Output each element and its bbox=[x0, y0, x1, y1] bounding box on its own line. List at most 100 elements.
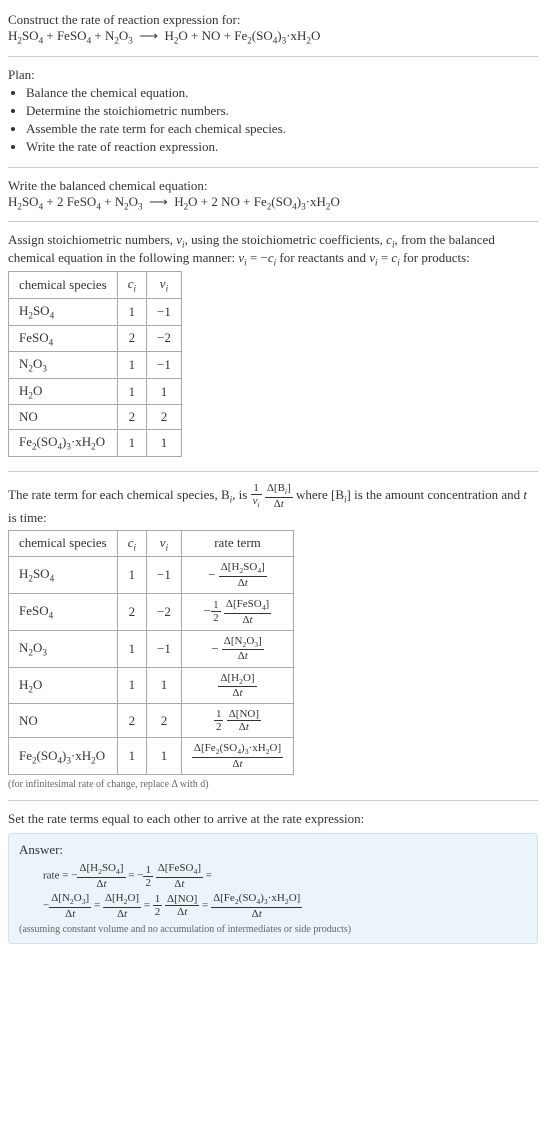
divider bbox=[8, 471, 538, 472]
cell-species: H2SO4 bbox=[9, 298, 118, 325]
cell-ci: 1 bbox=[117, 430, 146, 457]
plan-list: Balance the chemical equation. Determine… bbox=[8, 85, 538, 155]
cell-species: H2O bbox=[9, 667, 118, 704]
final-section: Set the rate terms equal to each other t… bbox=[8, 807, 538, 948]
cell-species: NO bbox=[9, 405, 118, 430]
dBi-dt-frac: Δ[Bi]Δt bbox=[265, 482, 293, 510]
cell-species: FeSO4 bbox=[9, 325, 118, 352]
cell-nui: 1 bbox=[147, 378, 182, 405]
cell-ci: 2 bbox=[117, 325, 146, 352]
cell-nui: −1 bbox=[147, 630, 182, 667]
cell-species: N2O3 bbox=[9, 630, 118, 667]
cell-ci: 1 bbox=[117, 630, 146, 667]
table-row: FeSO42−2 bbox=[9, 325, 182, 352]
plan-item: Assemble the rate term for each chemical… bbox=[26, 121, 538, 137]
cell-rateterm: Δ[H2O]Δt bbox=[181, 667, 293, 704]
plan-section: Plan: Balance the chemical equation. Det… bbox=[8, 63, 538, 161]
col-nui: νi bbox=[147, 530, 182, 557]
cell-nui: 1 bbox=[147, 667, 182, 704]
cell-rateterm: 12 Δ[NO]Δt bbox=[181, 704, 293, 738]
cell-ci: 2 bbox=[117, 704, 146, 738]
cell-nui: −1 bbox=[147, 298, 182, 325]
col-species: chemical species bbox=[9, 530, 118, 557]
header-section: Construct the rate of reaction expressio… bbox=[8, 8, 538, 50]
cell-ci: 1 bbox=[117, 667, 146, 704]
one-over-nu-frac: 1νi bbox=[251, 482, 262, 510]
rate-line-1: rate = −Δ[H2SO4]Δt = −12 Δ[FeSO4]Δt = bbox=[19, 862, 527, 890]
col-rateterm: rate term bbox=[181, 530, 293, 557]
cell-nui: 2 bbox=[147, 405, 182, 430]
divider bbox=[8, 56, 538, 57]
col-species: chemical species bbox=[9, 272, 118, 299]
cell-species: N2O3 bbox=[9, 352, 118, 379]
stoich-intro: Assign stoichiometric numbers, νi, using… bbox=[8, 232, 538, 267]
plan-item: Determine the stoichiometric numbers. bbox=[26, 103, 538, 119]
table-row: Fe2(SO4)3·xH2O11 Δ[Fe2(SO4)3·xH2O]Δt bbox=[9, 738, 294, 775]
balanced-section: Write the balanced chemical equation: H2… bbox=[8, 174, 538, 216]
cell-ci: 1 bbox=[117, 352, 146, 379]
cell-ci: 1 bbox=[117, 738, 146, 775]
rateterm-section: The rate term for each chemical species,… bbox=[8, 478, 538, 794]
cell-rateterm: −12 Δ[FeSO4]Δt bbox=[181, 594, 293, 631]
table-row: N2O31−1 bbox=[9, 352, 182, 379]
cell-nui: −2 bbox=[147, 325, 182, 352]
table-row: FeSO42−2−12 Δ[FeSO4]Δt bbox=[9, 594, 294, 631]
stoich-tbody: H2SO41−1FeSO42−2N2O31−1H2O11NO22Fe2(SO4)… bbox=[9, 298, 182, 456]
cell-ci: 1 bbox=[117, 298, 146, 325]
cell-nui: 1 bbox=[147, 738, 182, 775]
rateterm-intro-pre: The rate term for each chemical species,… bbox=[8, 487, 230, 502]
stoich-table: chemical species ci νi H2SO41−1FeSO42−2N… bbox=[8, 271, 182, 457]
cell-ci: 1 bbox=[117, 557, 146, 594]
cell-species: Fe2(SO4)3·xH2O bbox=[9, 430, 118, 457]
table-row: H2O11 bbox=[9, 378, 182, 405]
final-lead: Set the rate terms equal to each other t… bbox=[8, 811, 538, 827]
table-row: H2SO41−1− Δ[H2SO4]Δt bbox=[9, 557, 294, 594]
cell-species: H2O bbox=[9, 378, 118, 405]
table-row: N2O31−1− Δ[N2O3]Δt bbox=[9, 630, 294, 667]
cell-rateterm: Δ[Fe2(SO4)3·xH2O]Δt bbox=[181, 738, 293, 775]
cell-rateterm: − Δ[N2O3]Δt bbox=[181, 630, 293, 667]
unbalanced-equation: H2SO4 + FeSO4 + N2O3 ⟶ H2O + NO + Fe2(SO… bbox=[8, 28, 538, 46]
rateterm-intro: The rate term for each chemical species,… bbox=[8, 482, 538, 526]
table-row: H2SO41−1 bbox=[9, 298, 182, 325]
divider bbox=[8, 167, 538, 168]
col-ci: ci bbox=[117, 530, 146, 557]
stoich-section: Assign stoichiometric numbers, νi, using… bbox=[8, 228, 538, 465]
cell-nui: 1 bbox=[147, 430, 182, 457]
rateterm-note: (for infinitesimal rate of change, repla… bbox=[8, 779, 538, 790]
col-ci: ci bbox=[117, 272, 146, 299]
rate-line-2: −Δ[N2O3]Δt = Δ[H2O]Δt = 12 Δ[NO]Δt = Δ[F… bbox=[19, 892, 527, 920]
answer-label: Answer: bbox=[19, 842, 527, 858]
cell-nui: −1 bbox=[147, 352, 182, 379]
assumption-note: (assuming constant volume and no accumul… bbox=[19, 924, 527, 935]
cell-ci: 2 bbox=[117, 405, 146, 430]
cell-species: NO bbox=[9, 704, 118, 738]
cell-nui: −1 bbox=[147, 557, 182, 594]
divider bbox=[8, 221, 538, 222]
cell-ci: 2 bbox=[117, 594, 146, 631]
cell-rateterm: − Δ[H2SO4]Δt bbox=[181, 557, 293, 594]
cell-nui: −2 bbox=[147, 594, 182, 631]
table-header-row: chemical species ci νi bbox=[9, 272, 182, 299]
rateterm-table: chemical species ci νi rate term H2SO41−… bbox=[8, 530, 294, 776]
plan-item: Write the rate of reaction expression. bbox=[26, 139, 538, 155]
divider bbox=[8, 800, 538, 801]
answer-box: Answer: rate = −Δ[H2SO4]Δt = −12 Δ[FeSO4… bbox=[8, 833, 538, 944]
cell-ci: 1 bbox=[117, 378, 146, 405]
rateterm-intro-post: , is bbox=[232, 487, 250, 502]
cell-species: FeSO4 bbox=[9, 594, 118, 631]
balanced-title: Write the balanced chemical equation: bbox=[8, 178, 538, 194]
cell-nui: 2 bbox=[147, 704, 182, 738]
cell-species: Fe2(SO4)3·xH2O bbox=[9, 738, 118, 775]
table-row: Fe2(SO4)3·xH2O11 bbox=[9, 430, 182, 457]
balanced-equation: H2SO4 + 2 FeSO4 + N2O3 ⟶ H2O + 2 NO + Fe… bbox=[8, 194, 538, 212]
rateterm-tbody: H2SO41−1− Δ[H2SO4]ΔtFeSO42−2−12 Δ[FeSO4]… bbox=[9, 557, 294, 775]
col-nui: νi bbox=[147, 272, 182, 299]
table-row: H2O11 Δ[H2O]Δt bbox=[9, 667, 294, 704]
plan-item: Balance the chemical equation. bbox=[26, 85, 538, 101]
table-header-row: chemical species ci νi rate term bbox=[9, 530, 294, 557]
prompt-text: Construct the rate of reaction expressio… bbox=[8, 12, 538, 28]
table-row: NO2212 Δ[NO]Δt bbox=[9, 704, 294, 738]
table-row: NO22 bbox=[9, 405, 182, 430]
cell-species: H2SO4 bbox=[9, 557, 118, 594]
